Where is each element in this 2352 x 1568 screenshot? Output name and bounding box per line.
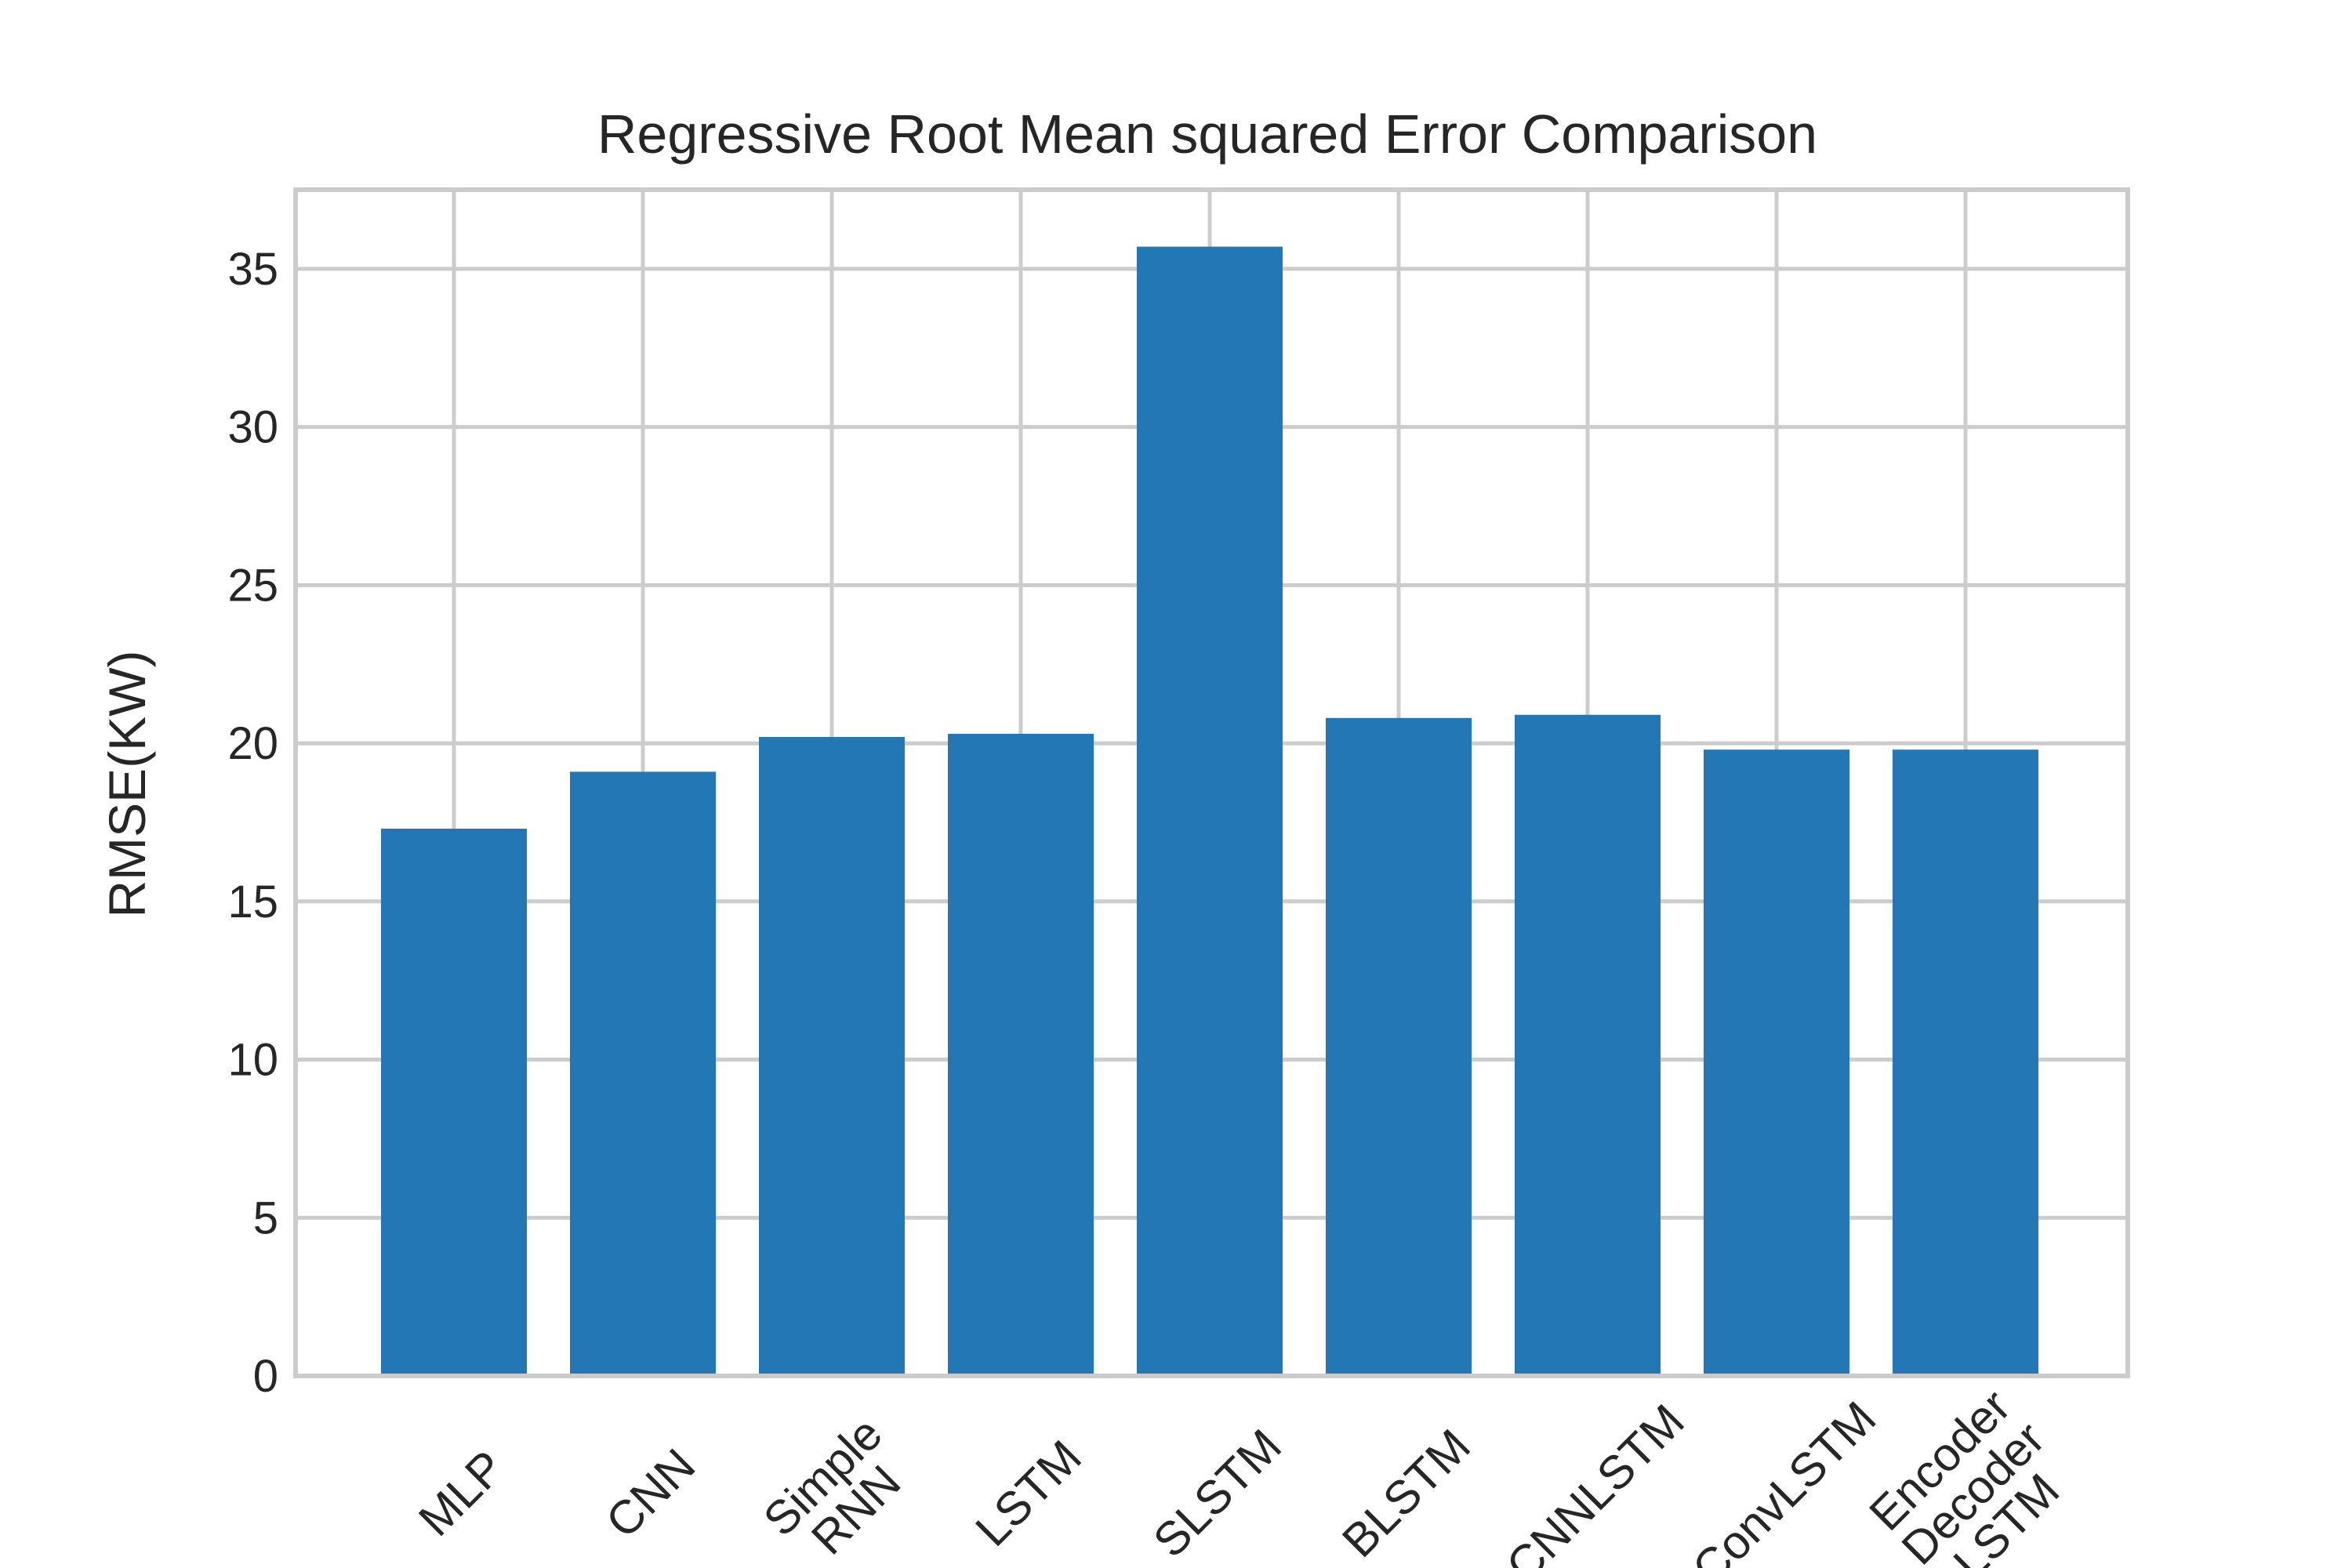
- chart-title: Regressive Root Mean squared Error Compa…: [597, 103, 1817, 165]
- bar-cnn: [570, 771, 716, 1376]
- y-tick-label: 20: [227, 718, 278, 769]
- bar-simple-rnn: [759, 736, 905, 1376]
- y-tick-labels: 0 5 10 15 20 25 30 35: [227, 244, 278, 1402]
- bar-slstm: [1137, 246, 1283, 1376]
- y-axis-label: RMSE(KW): [98, 651, 156, 918]
- y-tick-label: 10: [227, 1035, 278, 1086]
- y-tick-label: 5: [253, 1192, 278, 1243]
- y-tick-label: 25: [227, 560, 278, 611]
- y-tick-label: 35: [227, 244, 278, 295]
- bar-lstm: [948, 733, 1094, 1376]
- plot-frame: [293, 187, 2130, 1378]
- y-tick-label: 0: [253, 1351, 278, 1402]
- bar-cnnlstm: [1515, 714, 1661, 1376]
- bar-blstm: [1326, 717, 1472, 1376]
- bar-encoder-decoder-lstm: [1893, 750, 2038, 1376]
- bar-mlp: [381, 829, 527, 1376]
- y-tick-label: 30: [227, 402, 278, 453]
- y-tick-label: 15: [227, 877, 278, 927]
- bars: [381, 246, 2038, 1376]
- bar-convlstm: [1704, 750, 1849, 1376]
